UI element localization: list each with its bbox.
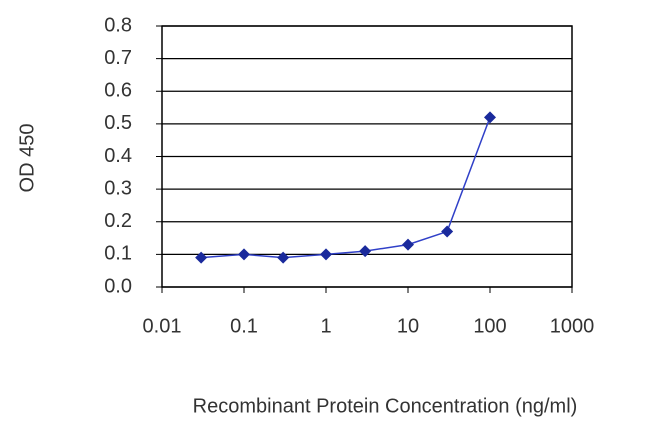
data-point (441, 225, 454, 238)
x-tick-label: 100 (473, 315, 506, 337)
data-point (359, 245, 372, 258)
y-tick-label: 0.6 (104, 80, 132, 102)
data-point (277, 251, 290, 264)
data-point (238, 248, 250, 261)
x-tick-label: 1000 (550, 315, 595, 337)
y-tick-label: 0.7 (104, 47, 132, 69)
y-tick-label: 0.1 (104, 243, 132, 265)
y-tick-label: 0.8 (104, 14, 132, 36)
x-axis-label: Recombinant Protein Concentration (ng/ml… (193, 395, 578, 417)
x-tick-label: 10 (397, 315, 419, 337)
data-point (320, 248, 332, 261)
data-line (201, 117, 491, 259)
y-tick-label: 0.5 (104, 112, 132, 134)
y-tick-label: 0.2 (104, 210, 132, 232)
data-point (484, 111, 496, 124)
y-tick-label: 0.0 (104, 275, 132, 297)
data-point (402, 238, 414, 251)
y-tick-label: 0.3 (104, 177, 132, 199)
y-axis-label: OD 450 (16, 124, 38, 193)
x-tick-label: 1 (320, 315, 331, 337)
y-tick-label: 0.4 (104, 145, 132, 167)
x-tick-label: 0.1 (230, 315, 258, 337)
x-tick-label: 0.01 (143, 315, 182, 337)
data-point (195, 251, 208, 264)
